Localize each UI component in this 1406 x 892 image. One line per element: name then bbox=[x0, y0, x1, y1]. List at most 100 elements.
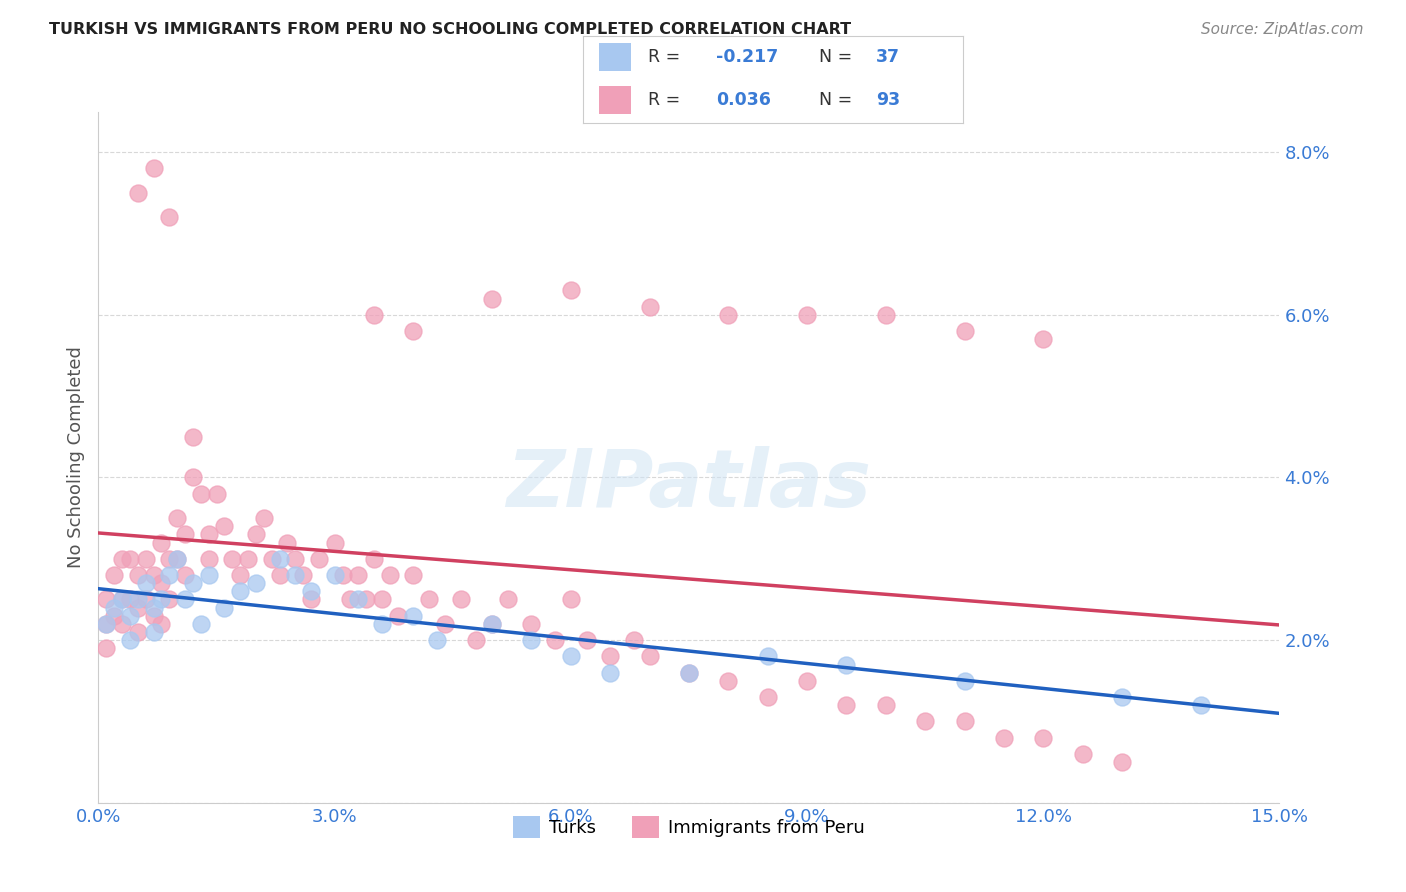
Point bbox=[953, 324, 976, 338]
Point bbox=[520, 616, 543, 631]
Point bbox=[796, 308, 818, 322]
Text: -0.217: -0.217 bbox=[717, 47, 779, 66]
Text: 0.036: 0.036 bbox=[717, 91, 772, 110]
Point bbox=[127, 600, 149, 615]
Point bbox=[181, 576, 204, 591]
Point bbox=[1189, 698, 1212, 713]
Text: TURKISH VS IMMIGRANTS FROM PERU NO SCHOOLING COMPLETED CORRELATION CHART: TURKISH VS IMMIGRANTS FROM PERU NO SCHOO… bbox=[49, 22, 852, 37]
Point bbox=[371, 592, 394, 607]
Point bbox=[127, 625, 149, 640]
Point bbox=[481, 616, 503, 631]
Point bbox=[418, 592, 440, 607]
Point bbox=[135, 576, 157, 591]
Point bbox=[118, 551, 141, 566]
Point bbox=[236, 551, 259, 566]
Point bbox=[269, 568, 291, 582]
Point bbox=[599, 665, 621, 680]
Point bbox=[197, 568, 219, 582]
Point bbox=[433, 616, 456, 631]
Point bbox=[544, 633, 567, 648]
Point bbox=[796, 673, 818, 688]
Point bbox=[402, 608, 425, 623]
Point bbox=[835, 698, 858, 713]
Point bbox=[717, 673, 740, 688]
Point bbox=[332, 568, 354, 582]
Point bbox=[157, 592, 180, 607]
Point bbox=[190, 616, 212, 631]
Text: 37: 37 bbox=[876, 47, 900, 66]
Point bbox=[354, 592, 377, 607]
Point bbox=[181, 470, 204, 484]
Point bbox=[103, 608, 125, 623]
Point bbox=[197, 527, 219, 541]
Point bbox=[260, 551, 283, 566]
Point bbox=[638, 300, 661, 314]
Point bbox=[142, 608, 165, 623]
Point bbox=[284, 568, 307, 582]
Point bbox=[127, 186, 149, 200]
Point bbox=[347, 592, 370, 607]
Point bbox=[118, 633, 141, 648]
Text: ZIPatlas: ZIPatlas bbox=[506, 446, 872, 524]
Point bbox=[181, 430, 204, 444]
Point bbox=[756, 649, 779, 664]
Point bbox=[387, 608, 409, 623]
Point bbox=[276, 535, 298, 549]
Point bbox=[96, 616, 118, 631]
Point bbox=[135, 551, 157, 566]
Point bbox=[111, 616, 134, 631]
Point bbox=[835, 657, 858, 672]
Text: R =: R = bbox=[648, 47, 686, 66]
Point bbox=[190, 487, 212, 501]
Text: N =: N = bbox=[818, 47, 858, 66]
Point bbox=[481, 616, 503, 631]
Point bbox=[253, 511, 276, 525]
Point bbox=[402, 324, 425, 338]
Point bbox=[678, 665, 700, 680]
Point bbox=[157, 568, 180, 582]
Point bbox=[1111, 690, 1133, 704]
Point bbox=[426, 633, 449, 648]
Point bbox=[308, 551, 330, 566]
Point bbox=[96, 616, 118, 631]
Point bbox=[142, 568, 165, 582]
Point bbox=[323, 535, 346, 549]
Point bbox=[1111, 755, 1133, 769]
Point bbox=[111, 592, 134, 607]
Point bbox=[150, 592, 173, 607]
Point bbox=[214, 600, 236, 615]
Point bbox=[229, 584, 252, 599]
Point bbox=[150, 535, 173, 549]
Point bbox=[284, 551, 307, 566]
Point bbox=[623, 633, 645, 648]
Point bbox=[560, 592, 582, 607]
Point bbox=[269, 551, 291, 566]
Point bbox=[127, 568, 149, 582]
Point bbox=[142, 161, 165, 176]
Point bbox=[560, 284, 582, 298]
Point bbox=[166, 551, 188, 566]
Point bbox=[481, 292, 503, 306]
Y-axis label: No Schooling Completed: No Schooling Completed bbox=[66, 346, 84, 568]
Point bbox=[245, 576, 267, 591]
Point bbox=[465, 633, 488, 648]
Point bbox=[135, 592, 157, 607]
Point bbox=[166, 551, 188, 566]
Point bbox=[157, 211, 180, 225]
Point bbox=[111, 551, 134, 566]
Point bbox=[638, 649, 661, 664]
Point bbox=[717, 308, 740, 322]
Point bbox=[96, 641, 118, 656]
Point bbox=[1032, 332, 1054, 346]
Point bbox=[496, 592, 519, 607]
Point bbox=[363, 551, 385, 566]
Point bbox=[174, 592, 197, 607]
Point bbox=[96, 592, 118, 607]
FancyBboxPatch shape bbox=[599, 87, 631, 114]
FancyBboxPatch shape bbox=[599, 43, 631, 70]
Point bbox=[599, 649, 621, 664]
Point bbox=[323, 568, 346, 582]
Point bbox=[378, 568, 401, 582]
Point bbox=[142, 600, 165, 615]
Text: 93: 93 bbox=[876, 91, 900, 110]
